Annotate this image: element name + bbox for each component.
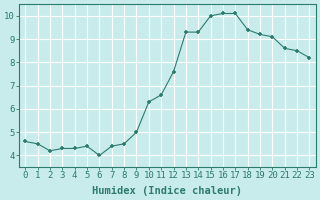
X-axis label: Humidex (Indice chaleur): Humidex (Indice chaleur)	[92, 186, 242, 196]
